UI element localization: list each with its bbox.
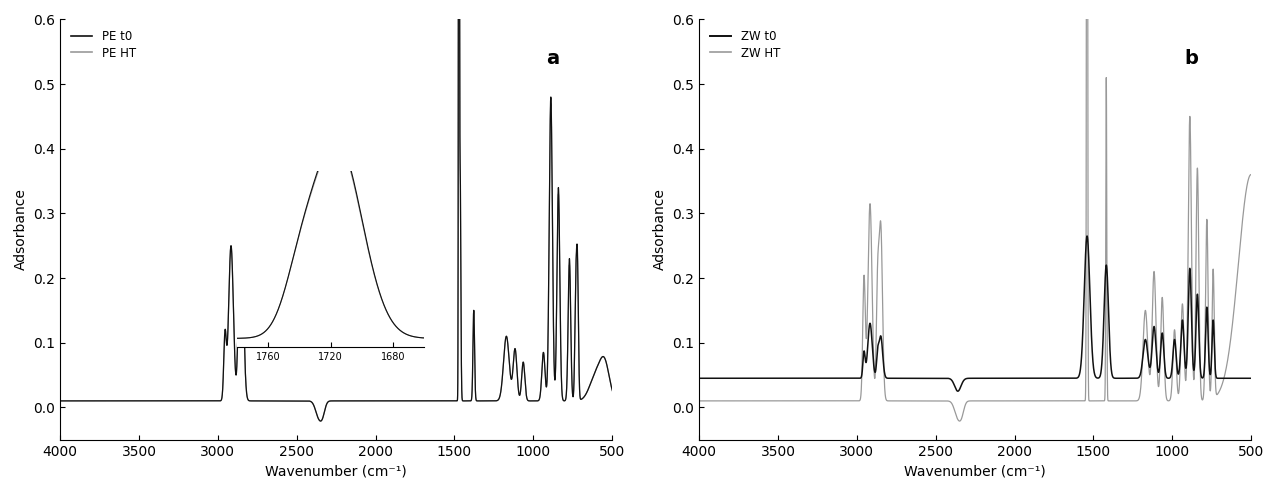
ZW t0: [1259, 375, 1274, 381]
ZW HT: [1259, 294, 1274, 300]
ZW t0: [691, 375, 707, 381]
PE t0: [504, 376, 519, 382]
Line: ZW HT: ZW HT: [699, 0, 1266, 421]
ZW HT: [952, 418, 967, 424]
PE t0: [82, 398, 97, 404]
PE t0: [258, 398, 273, 404]
PE t0: [52, 398, 68, 404]
PE HT: [258, 398, 273, 404]
PE t0: [473, 398, 488, 404]
ZW HT: [691, 398, 707, 404]
PE HT: [413, 398, 428, 404]
ZW HT: [721, 398, 736, 404]
Line: PE t0: PE t0: [60, 0, 627, 421]
Y-axis label: Adsorbance: Adsorbance: [653, 188, 667, 271]
PE HT: [82, 398, 97, 404]
Line: ZW t0: ZW t0: [699, 236, 1266, 391]
Text: b: b: [1185, 49, 1199, 68]
PE t0: [620, 398, 635, 404]
PE HT: [504, 376, 519, 382]
ZW t0: [721, 375, 736, 381]
ZW t0: [1112, 375, 1127, 381]
ZW HT: [1112, 398, 1127, 404]
PE t0: [389, 398, 404, 404]
Line: PE HT: PE HT: [60, 0, 627, 421]
ZW HT: [1028, 398, 1043, 404]
Text: a: a: [546, 49, 558, 68]
ZW t0: [1080, 233, 1095, 239]
Legend: ZW t0, ZW HT: ZW t0, ZW HT: [705, 25, 785, 64]
PE HT: [620, 398, 635, 404]
Legend: PE t0, PE HT: PE t0, PE HT: [66, 25, 141, 64]
ZW t0: [897, 375, 912, 381]
ZW HT: [897, 398, 912, 404]
X-axis label: Wavenumber (cm⁻¹): Wavenumber (cm⁻¹): [266, 464, 406, 478]
PE HT: [313, 418, 328, 424]
Y-axis label: Adsorbance: Adsorbance: [14, 188, 28, 271]
ZW t0: [950, 388, 965, 394]
ZW t0: [1028, 375, 1043, 381]
X-axis label: Wavenumber (cm⁻¹): Wavenumber (cm⁻¹): [905, 464, 1045, 478]
ZW t0: [1143, 363, 1158, 369]
ZW t0: [1052, 375, 1067, 381]
PE t0: [313, 418, 328, 424]
PE HT: [52, 398, 68, 404]
ZW HT: [1052, 398, 1067, 404]
ZW HT: [1143, 368, 1158, 374]
PE t0: [413, 398, 428, 404]
PE HT: [389, 398, 404, 404]
PE HT: [473, 398, 488, 404]
